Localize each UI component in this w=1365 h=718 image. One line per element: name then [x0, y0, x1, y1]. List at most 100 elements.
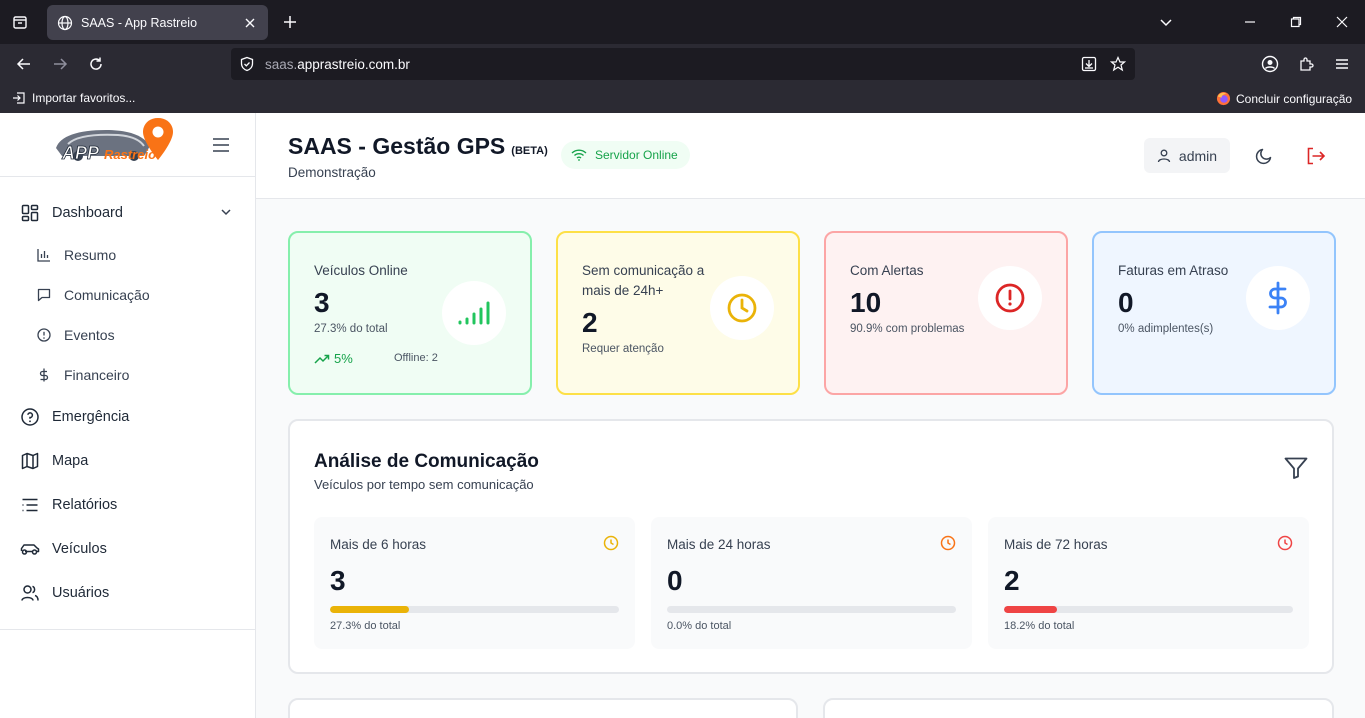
tile-6-hours[interactable]: Mais de 6 horas 3 27.3% do total [314, 517, 635, 649]
sidebar-item-dashboard[interactable]: Dashboard [0, 191, 255, 235]
section-title: Análise de Comunicação [314, 451, 539, 472]
tile-72-hours[interactable]: Mais de 72 horas 2 18.2% do total [988, 517, 1309, 649]
car-icon [20, 539, 40, 559]
tile-label: Mais de 6 horas [330, 537, 427, 552]
tile-24-hours[interactable]: Mais de 24 horas 0 0.0% do total [651, 517, 972, 649]
minimize-icon [1245, 21, 1255, 23]
card-online-vehicles[interactable]: Veículos Online 3 27.3% do total 5% Offl… [288, 231, 532, 395]
progress-bar [330, 606, 619, 613]
account-button[interactable] [1258, 52, 1282, 76]
wifi-icon [571, 149, 587, 161]
download-icon[interactable] [1081, 56, 1097, 75]
bookmarks-bar: Importar favoritos... Concluir configura… [0, 84, 1365, 113]
minimize-button[interactable] [1244, 0, 1256, 44]
bookmark-star-icon[interactable] [1109, 56, 1127, 75]
clock-icon [1277, 535, 1293, 556]
user-menu-button[interactable]: admin [1144, 138, 1230, 173]
sidebar-item-financeiro[interactable]: Financeiro [0, 355, 255, 395]
filter-icon [1284, 457, 1308, 479]
chevron-down-icon[interactable] [220, 206, 232, 222]
card-no-communication[interactable]: Sem comunicação a mais de 24h+ 2 Requer … [556, 231, 800, 395]
address-bar[interactable]: saas.apprastreio.com.br [231, 48, 1135, 80]
sidebar-item-emergencia[interactable]: Emergência [0, 395, 255, 439]
browser-tab[interactable]: SAAS - App Rastreio [47, 5, 268, 40]
moon-icon [1255, 148, 1272, 165]
sidebar-toggle[interactable] [212, 138, 230, 157]
close-tab-icon[interactable] [242, 15, 258, 31]
sidebar-item-label: Mapa [52, 453, 89, 469]
signal-icon [442, 281, 506, 345]
sidebar-item-eventos[interactable]: Eventos [0, 315, 255, 355]
help-circle-icon [20, 407, 40, 427]
shield-icon[interactable] [239, 56, 255, 72]
close-icon [1336, 16, 1348, 28]
sidebar-item-relatorios[interactable]: Relatórios [0, 483, 255, 527]
server-status-badge: Servidor Online [561, 141, 690, 169]
sidebar-item-label: Dashboard [52, 205, 123, 221]
forward-button[interactable] [48, 52, 72, 76]
tab-list-button[interactable] [0, 0, 40, 44]
reload-icon [90, 57, 102, 70]
firefox-icon [1216, 91, 1231, 106]
restore-button[interactable] [1290, 0, 1302, 44]
sidebar: APP Rastreio Dashboard Resumo Comunicaçã… [0, 113, 256, 718]
tile-subtext: 18.2% do total [1004, 620, 1075, 632]
arrow-right-icon [54, 58, 68, 70]
bottom-panel-right [823, 698, 1334, 718]
url-text: saas.apprastreio.com.br [265, 56, 410, 72]
sidebar-item-mapa[interactable]: Mapa [0, 439, 255, 483]
progress-fill [1004, 606, 1057, 613]
card-label: Veículos Online [314, 263, 408, 278]
sidebar-item-veiculos[interactable]: Veículos [0, 527, 255, 571]
card-label: Sem comunicação a mais de 24h+ [582, 263, 705, 298]
progress-bar [1004, 606, 1293, 613]
users-icon [20, 583, 40, 603]
card-subtext: 90.9% com problemas [850, 323, 965, 335]
sidebar-item-comunicacao[interactable]: Comunicação [0, 275, 255, 315]
sidebar-item-label: Comunicação [64, 287, 150, 303]
sidebar-nav: Dashboard Resumo Comunicação Eventos Fin… [0, 177, 255, 630]
dollar-icon [1246, 266, 1310, 330]
tile-subtext: 0.0% do total [667, 620, 732, 632]
menu-button[interactable] [1330, 52, 1354, 76]
plus-icon [284, 16, 296, 28]
main-content: SAAS - Gestão GPS (BETA) Servidor Online … [256, 113, 1365, 718]
user-icon [1157, 149, 1171, 162]
page-subtitle: Demonstração [288, 165, 376, 180]
app-rastreio-logo[interactable]: APP Rastreio [48, 116, 176, 168]
card-subtext: Requer atenção [582, 343, 664, 355]
theme-toggle-button[interactable] [1252, 144, 1276, 168]
account-icon [1261, 55, 1279, 73]
new-tab-button[interactable] [279, 11, 301, 33]
extensions-button[interactable] [1294, 52, 1318, 76]
filter-button[interactable] [1284, 457, 1308, 484]
list-icon [20, 495, 40, 515]
stats-cards: Veículos Online 3 27.3% do total 5% Offl… [288, 231, 1336, 395]
sidebar-item-usuarios[interactable]: Usuários [0, 571, 255, 615]
hamburger-icon [1336, 59, 1348, 69]
svg-text:APP: APP [61, 143, 100, 163]
import-bookmarks-link[interactable]: Importar favoritos... [12, 91, 135, 105]
card-alerts[interactable]: Com Alertas 10 90.9% com problemas [824, 231, 1068, 395]
clock-icon [940, 535, 956, 556]
communication-tiles: Mais de 6 horas 3 27.3% do total Mais de… [314, 517, 1309, 649]
svg-text:Rastreio: Rastreio [104, 147, 156, 162]
sidebar-item-label: Emergência [52, 409, 130, 425]
sidebar-item-label: Financeiro [64, 367, 130, 383]
logout-button[interactable] [1304, 144, 1328, 168]
back-button[interactable] [12, 52, 36, 76]
clock-icon [603, 535, 619, 556]
bar-chart-icon [36, 247, 52, 263]
reload-button[interactable] [84, 52, 108, 76]
logout-icon [1307, 147, 1326, 165]
card-overdue-invoices[interactable]: Faturas em Atraso 0 0% adimplentes(s) [1092, 231, 1336, 395]
card-value: 3 [314, 287, 330, 318]
app-root: APP Rastreio Dashboard Resumo Comunicaçã… [0, 113, 1365, 718]
sidebar-item-label: Relatórios [52, 497, 118, 513]
tile-label: Mais de 72 horas [1004, 537, 1108, 552]
sidebar-item-resumo[interactable]: Resumo [0, 235, 255, 275]
list-all-tabs-button[interactable] [1158, 0, 1174, 44]
finish-setup-link[interactable]: Concluir configuração [1216, 91, 1352, 106]
tab-title: SAAS - App Rastreio [81, 15, 198, 30]
close-window-button[interactable] [1336, 0, 1348, 44]
